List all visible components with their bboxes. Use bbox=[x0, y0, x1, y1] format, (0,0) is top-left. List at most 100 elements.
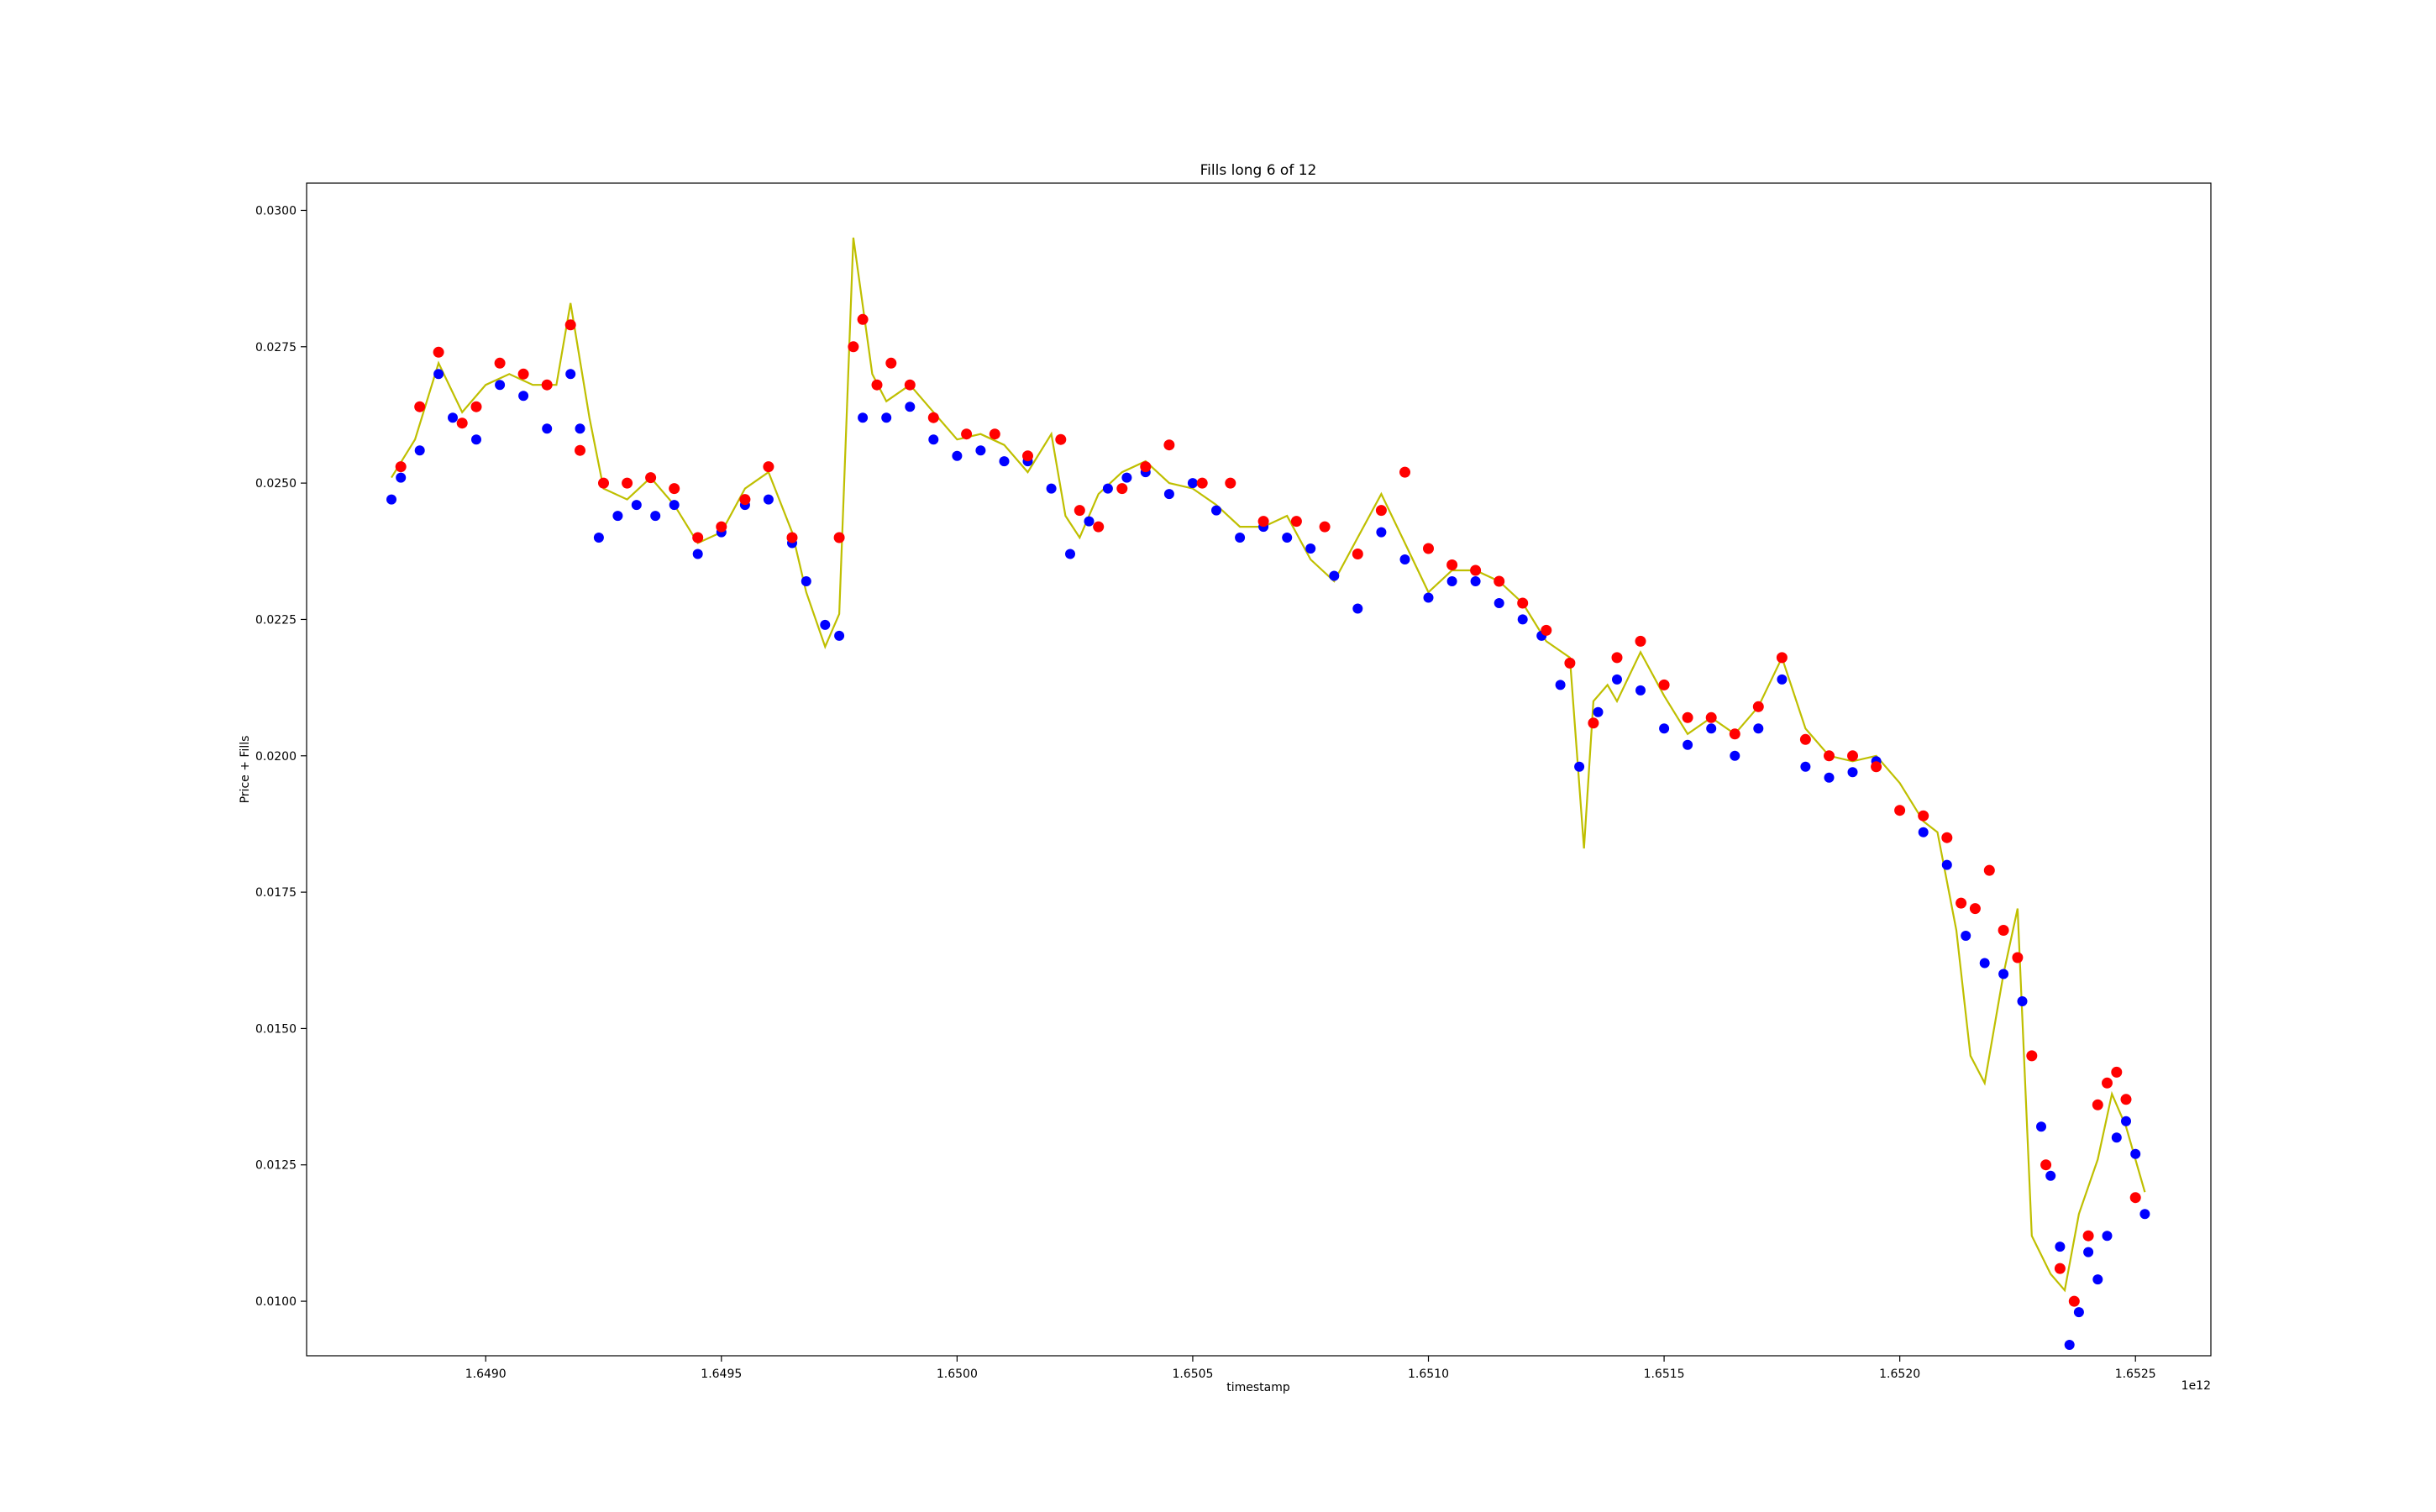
sell-fill-point bbox=[2068, 1295, 2080, 1307]
buy-fill-point bbox=[1046, 483, 1057, 494]
buy-fill-point bbox=[386, 494, 396, 505]
buy-fill-point bbox=[1730, 750, 1740, 761]
sell-fill-point bbox=[1824, 750, 1835, 762]
sell-fill-point bbox=[1705, 711, 1717, 723]
y-tick-label: 0.0175 bbox=[255, 886, 297, 900]
sell-fill-point bbox=[2129, 1192, 2141, 1204]
buy-fill-point bbox=[433, 369, 444, 380]
x-tick-label: 1.6520 bbox=[1879, 1368, 1920, 1381]
sell-fill-point bbox=[1541, 624, 1552, 636]
sell-fill-point bbox=[1941, 832, 1953, 843]
sell-fill-point bbox=[1682, 711, 1693, 723]
sell-fill-point bbox=[1022, 450, 1033, 462]
buy-fill-point bbox=[1376, 527, 1387, 538]
sell-fill-point bbox=[414, 401, 426, 412]
sell-fill-point bbox=[1319, 521, 1331, 533]
sell-fill-point bbox=[1470, 564, 1482, 576]
sell-fill-point bbox=[2026, 1050, 2038, 1062]
buy-fill-point bbox=[631, 500, 642, 511]
price-line bbox=[391, 237, 2146, 1293]
buy-fill-point bbox=[2045, 1170, 2056, 1181]
buy-fill-point bbox=[1494, 598, 1504, 608]
chart-title: Fills long 6 of 12 bbox=[1200, 162, 1317, 179]
buy-fill-point bbox=[692, 549, 703, 559]
x-tick-label: 1.6505 bbox=[1172, 1368, 1213, 1381]
sell-fill-point bbox=[1352, 549, 1363, 559]
y-axis-label: Price + Fills bbox=[239, 736, 252, 804]
buy-fill-point bbox=[1753, 723, 1764, 734]
sell-fill-point bbox=[1611, 652, 1623, 664]
sell-fill-point bbox=[456, 417, 468, 429]
buy-fill-point bbox=[1235, 533, 1246, 543]
y-tick-label: 0.0275 bbox=[255, 341, 297, 354]
buy-fill-point bbox=[2073, 1307, 2084, 1318]
buy-fill-point bbox=[1824, 772, 1835, 783]
buy-fill-point bbox=[1961, 931, 1971, 941]
buy-fill-point bbox=[1706, 723, 1717, 734]
y-tick-label: 0.0150 bbox=[255, 1022, 297, 1036]
x-tick-label: 1.6515 bbox=[1644, 1368, 1685, 1381]
buy-fill-point bbox=[1423, 592, 1434, 603]
buy-fill-point bbox=[1399, 554, 1410, 564]
buy-fill-point bbox=[593, 533, 604, 543]
y-tick-label: 0.0300 bbox=[255, 204, 297, 218]
buy-fill-point bbox=[952, 450, 963, 461]
buy-fill-point bbox=[2102, 1231, 2113, 1242]
sell-fill-point bbox=[2082, 1230, 2094, 1242]
sell-fill-point bbox=[989, 428, 1000, 440]
buy-fill-point bbox=[471, 434, 481, 445]
sell-fill-point bbox=[1983, 864, 1995, 876]
sell-fill-point bbox=[786, 532, 798, 543]
sell-fill-point bbox=[1446, 559, 1458, 570]
buy-fill-point bbox=[1470, 576, 1481, 586]
buy-fill-point bbox=[2130, 1148, 2141, 1159]
buy-fill-point bbox=[414, 445, 425, 456]
buy-fill-point bbox=[2092, 1274, 2103, 1285]
buy-fill-point bbox=[669, 500, 680, 511]
buy-fill-point bbox=[999, 456, 1010, 467]
y-tick-label: 0.0250 bbox=[255, 477, 297, 491]
sell-fill-point bbox=[1093, 521, 1105, 533]
sell-fill-point bbox=[848, 341, 859, 353]
sell-fill-point bbox=[1140, 461, 1152, 473]
axes-frame bbox=[306, 182, 2212, 1357]
buy-fill-point bbox=[801, 576, 811, 586]
sell-fill-point bbox=[2040, 1159, 2052, 1171]
sell-fill-point bbox=[669, 483, 680, 495]
sell-fill-point bbox=[1799, 733, 1811, 745]
sell-fill-point bbox=[885, 357, 897, 369]
sell-fill-point bbox=[2092, 1099, 2103, 1110]
buy-fill-point bbox=[905, 402, 916, 412]
y-tick-label: 0.0225 bbox=[255, 613, 297, 627]
buy-fill-point bbox=[2111, 1132, 2122, 1143]
sell-fill-point bbox=[564, 319, 576, 331]
sell-fill-point bbox=[395, 461, 407, 473]
buy-fill-point bbox=[1998, 969, 2009, 979]
sell-fill-point bbox=[961, 428, 973, 440]
plot-area bbox=[386, 237, 2150, 1350]
buy-fill-point bbox=[575, 423, 585, 434]
buy-fill-point bbox=[396, 472, 407, 483]
buy-fill-point bbox=[542, 423, 553, 434]
buy-fill-point bbox=[2121, 1116, 2131, 1126]
buy-fill-point bbox=[1918, 827, 1929, 837]
sell-fill-point bbox=[857, 313, 869, 325]
y-axis: 0.0100 0.0125 0.0150 0.0175 0.0200 0.0225 0.02… bbox=[255, 204, 307, 1309]
sell-fill-point bbox=[1196, 477, 1208, 489]
buy-fill-point bbox=[1084, 516, 1095, 527]
sell-fill-point bbox=[541, 379, 553, 391]
buy-fill-point bbox=[1163, 489, 1174, 500]
x-tick-label: 1.6510 bbox=[1408, 1368, 1449, 1381]
buy-fill-point bbox=[1282, 533, 1293, 543]
buy-fill-point bbox=[1187, 478, 1198, 489]
sell-fill-point bbox=[833, 532, 845, 543]
sell-fill-point bbox=[494, 357, 506, 369]
buy-fill-point bbox=[881, 412, 892, 423]
buy-fill-point bbox=[1777, 674, 1788, 685]
sell-fill-point bbox=[1163, 439, 1175, 451]
sell-fill-point bbox=[904, 379, 916, 391]
sell-fill-point bbox=[1423, 543, 1434, 554]
sell-fill-point bbox=[716, 521, 727, 533]
buy-fill-point bbox=[928, 434, 939, 445]
